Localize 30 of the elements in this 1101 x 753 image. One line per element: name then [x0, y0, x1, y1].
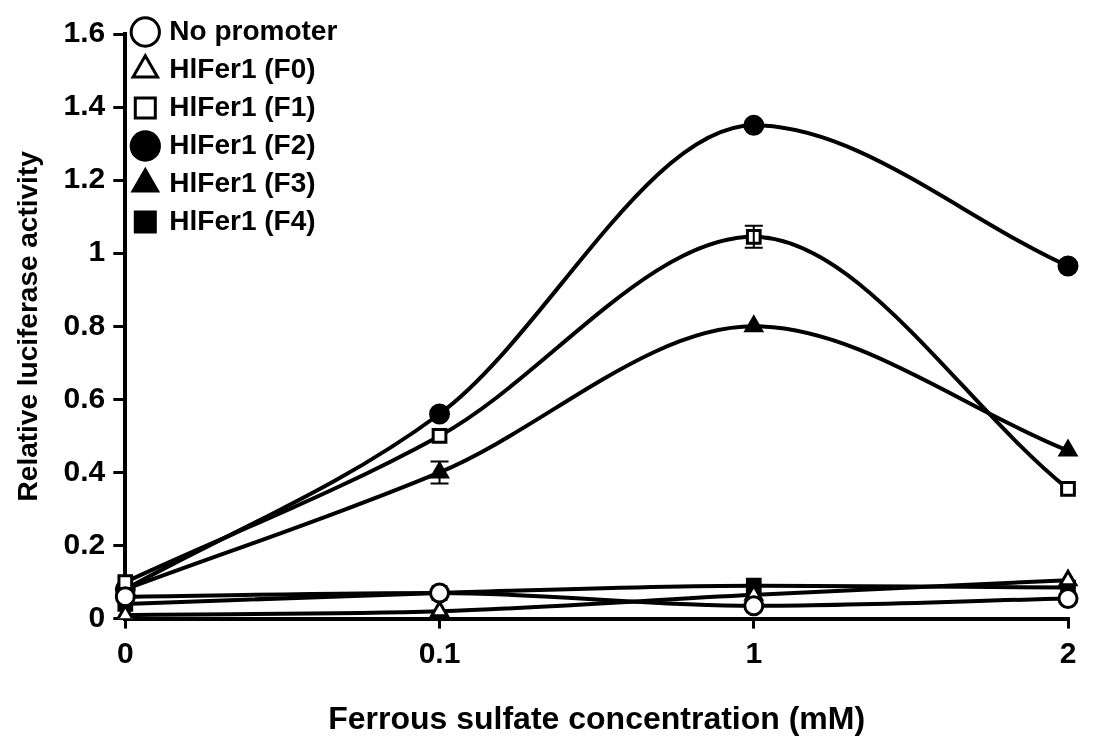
- point: [1057, 588, 1079, 609]
- legend-label: HlFer1 (F0): [169, 52, 316, 84]
- y-axis-title: Relative luciferase activity: [11, 150, 43, 502]
- legend-label: HlFer1 (F2): [169, 128, 316, 160]
- y-tick-label: 1: [88, 234, 106, 268]
- legend-label: No promoter: [169, 14, 338, 46]
- legend-label: HlFer1 (F1): [169, 90, 316, 122]
- y-tick-label: 1.6: [63, 15, 106, 49]
- legend-label: HlFer1 (F4): [169, 204, 316, 236]
- y-tick-label: 1.2: [63, 161, 106, 195]
- y-tick-label: 0.6: [63, 380, 106, 414]
- point: [1058, 440, 1078, 457]
- y-tick-label: 0.4: [63, 453, 106, 487]
- x-tick-label: 1: [745, 635, 763, 669]
- y-tick-label: 0.2: [63, 526, 106, 560]
- y-tick-label: 0.8: [63, 307, 106, 341]
- point: [743, 595, 765, 617]
- point: [743, 114, 765, 136]
- y-tick-label: 0: [88, 599, 106, 633]
- point: [114, 586, 136, 608]
- point: [429, 403, 451, 425]
- point: [431, 428, 448, 444]
- x-tick-label: 2: [1059, 635, 1077, 669]
- x-tick-label: 0.1: [418, 635, 461, 669]
- x-tick-label: 0: [116, 635, 134, 669]
- y-tick-label: 1.4: [63, 88, 106, 122]
- point: [1057, 255, 1079, 277]
- legend-label: HlFer1 (F3): [169, 166, 316, 198]
- x-axis-title: Ferrous sulfate concentration (mM): [328, 699, 866, 736]
- point: [1060, 481, 1076, 497]
